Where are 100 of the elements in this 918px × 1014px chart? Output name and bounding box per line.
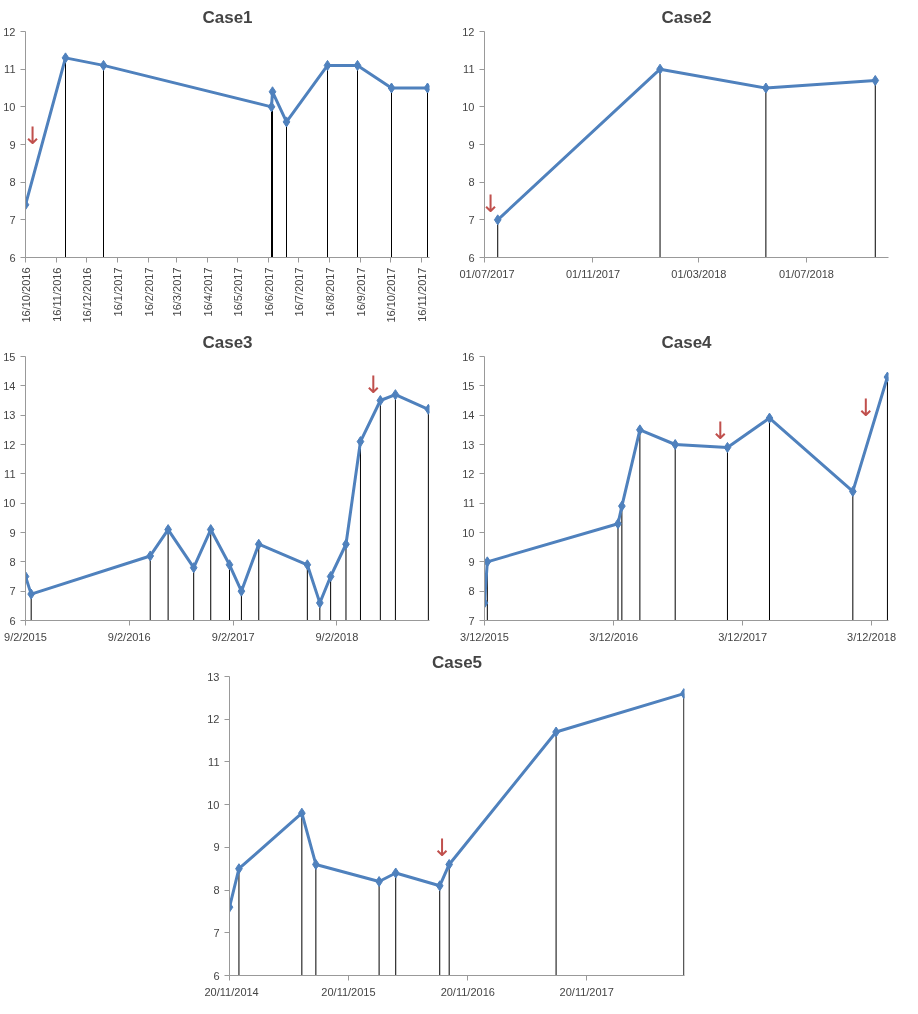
x-tick-label: 9/2/2016	[107, 630, 151, 643]
y-tick-label: 8	[468, 585, 475, 598]
y-tick-label: 11	[4, 467, 16, 480]
y-tick-label: 7	[468, 614, 475, 627]
y-tick-label: 12	[207, 713, 220, 726]
point	[871, 74, 880, 86]
point	[303, 559, 312, 571]
y-tick-label: 12	[3, 25, 16, 38]
x-tick-label: 16/10/2016	[19, 267, 32, 323]
chart-title: Case1	[202, 7, 253, 27]
point	[282, 116, 291, 128]
y-tick-label: 10	[462, 526, 475, 539]
point	[267, 101, 276, 113]
x-tick-label: 9/2/2015	[4, 630, 47, 643]
x-tick-label: 01/07/2018	[778, 267, 834, 280]
point	[254, 538, 263, 550]
x-tick-label: 20/11/2015	[321, 985, 376, 998]
x-tick-label: 01/07/2017	[459, 267, 515, 280]
y-tick-label: 10	[462, 100, 475, 113]
x-tick-label: 16/2/2017	[142, 267, 155, 317]
y-tick-label: 8	[213, 884, 220, 897]
point	[435, 880, 444, 892]
point	[323, 59, 332, 71]
y-tick-label: 16	[462, 350, 475, 363]
point	[723, 441, 732, 453]
y-tick-label: 7	[9, 213, 16, 226]
point	[189, 562, 198, 574]
y-tick-label: 10	[3, 497, 16, 510]
point	[27, 588, 36, 600]
y-tick-label: 11	[463, 63, 475, 76]
point	[61, 52, 70, 64]
point	[146, 550, 155, 562]
y-tick-label: 11	[208, 755, 220, 768]
x-tick-label: 3/12/2016	[589, 630, 639, 643]
x-tick-label: 16/1/2017	[111, 267, 124, 317]
x-tick-label: 16/5/2017	[231, 267, 244, 317]
y-tick-label: 11	[4, 63, 16, 76]
point	[225, 559, 234, 571]
point	[391, 867, 400, 879]
y-tick-label: 9	[468, 138, 475, 151]
point	[206, 524, 215, 536]
x-tick-label: 20/11/2016	[440, 985, 495, 998]
y-tick-label: 12	[462, 467, 475, 480]
annotation: ↓	[22, 122, 43, 151]
x-tick-label: 16/12/2016	[80, 267, 93, 323]
x-tick-label: 16/7/2017	[292, 267, 305, 317]
chart-title: Case5	[431, 652, 483, 672]
y-tick-label: 14	[3, 379, 16, 392]
y-tick-label: 8	[468, 176, 475, 189]
y-tick-label: 6	[9, 251, 16, 264]
y-tick-label: 11	[463, 497, 475, 510]
y-tick-label: 10	[207, 798, 220, 811]
y-tick-label: 15	[462, 379, 475, 392]
x-tick-label: 3/12/2015	[460, 630, 509, 643]
y-tick-label: 6	[213, 969, 220, 982]
point	[765, 412, 774, 424]
x-tick-label: 16/10/2017	[384, 267, 397, 323]
y-tick-label: 8	[9, 176, 16, 189]
x-tick-label: 9/2/2017	[211, 630, 255, 643]
y-tick-label: 13	[207, 670, 220, 683]
x-tick-label: 01/11/2017	[565, 267, 621, 280]
y-tick-label: 13	[462, 438, 475, 451]
point	[387, 82, 396, 94]
y-tick-label: 10	[3, 100, 16, 113]
x-tick-label: 16/9/2017	[354, 267, 367, 317]
point	[391, 389, 400, 401]
annotation: ↓	[855, 393, 876, 422]
y-tick-label: 7	[9, 585, 16, 598]
point	[353, 59, 362, 71]
x-tick-label: 16/4/2017	[201, 267, 214, 317]
y-tick-label: 13	[3, 409, 16, 422]
x-tick-label: 9/2/2018	[315, 630, 359, 643]
y-tick-label: 9	[9, 526, 16, 539]
y-tick-label: 12	[462, 25, 475, 38]
y-tick-label: 14	[462, 409, 475, 422]
x-tick-label: 16/11/2016	[50, 267, 63, 322]
x-tick-label: 16/3/2017	[170, 267, 183, 317]
annotation: ↓	[432, 834, 453, 863]
y-tick-label: 9	[468, 555, 475, 568]
annotation: ↓	[363, 370, 384, 399]
x-tick-label: 20/11/2014	[204, 985, 259, 998]
y-tick-label: 9	[9, 138, 16, 151]
x-tick-label: 3/12/2017	[718, 630, 768, 643]
x-tick-label: 20/11/2017	[559, 985, 614, 998]
chart-title: Case4	[661, 332, 713, 352]
y-tick-label: 6	[468, 251, 475, 264]
annotation: ↓	[480, 189, 501, 218]
point	[493, 214, 502, 226]
y-tick-label: 6	[9, 614, 16, 627]
y-tick-label: 7	[468, 213, 475, 226]
x-tick-label: 01/03/2018	[671, 267, 727, 280]
point	[671, 439, 680, 450]
x-tick-label: 16/6/2017	[262, 267, 275, 317]
x-tick-label: 16/11/2017	[415, 267, 428, 322]
point	[99, 59, 108, 71]
x-tick-label: 16/8/2017	[323, 267, 336, 317]
y-tick-label: 9	[213, 841, 220, 854]
y-tick-label: 15	[3, 350, 16, 363]
point	[237, 585, 246, 597]
x-tick-label: 3/12/2018	[847, 630, 897, 643]
